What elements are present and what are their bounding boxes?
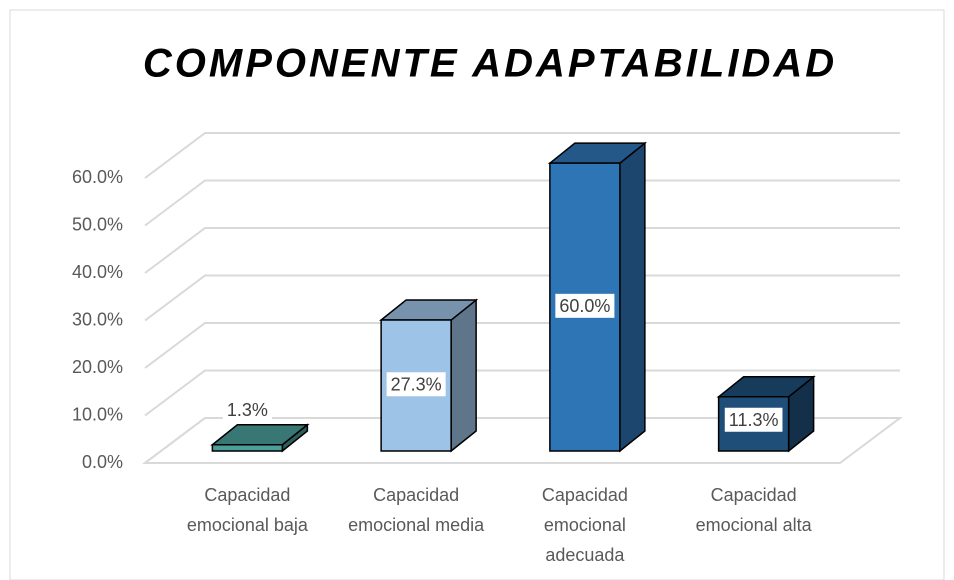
bar bbox=[210, 423, 310, 453]
y-tick-label: 10.0% bbox=[72, 404, 123, 424]
bar-side bbox=[450, 298, 477, 453]
data-label-box bbox=[555, 293, 615, 318]
grid-line bbox=[144, 132, 900, 179]
grid-line bbox=[144, 227, 900, 274]
chart-border bbox=[9, 9, 945, 580]
y-tick-label: 40.0% bbox=[72, 262, 123, 282]
y-tick-label: 60.0% bbox=[72, 167, 123, 187]
x-tick-label: Capacidad emocional adecuada bbox=[541, 485, 628, 565]
data-label: 11.3% bbox=[729, 410, 779, 430]
grid-line bbox=[144, 417, 900, 464]
grid-line bbox=[144, 322, 900, 369]
y-tick-label: 50.0% bbox=[72, 214, 123, 234]
grid-line bbox=[144, 274, 900, 322]
data-label: 27.3% bbox=[391, 374, 442, 394]
data-label: 1.3% bbox=[227, 400, 268, 420]
y-tick-label: 20.0% bbox=[72, 357, 123, 377]
grid-line bbox=[144, 179, 900, 227]
data-label-box bbox=[386, 372, 446, 397]
y-tick-label: 0.0% bbox=[82, 452, 123, 472]
bar-front bbox=[211, 444, 284, 452]
chart-title: COMPONENTE ADAPTABILIDAD bbox=[143, 42, 837, 86]
bar-side bbox=[619, 141, 646, 453]
y-tick-label: 30.0% bbox=[72, 309, 123, 329]
data-label-box bbox=[724, 407, 783, 432]
grid-line bbox=[144, 369, 900, 417]
x-tick-label: Capacidad emocional alta bbox=[695, 485, 812, 535]
data-label-box bbox=[222, 397, 272, 422]
data-label: 60.0% bbox=[559, 296, 610, 316]
x-tick-label: Capacidad emocional baja bbox=[186, 485, 308, 535]
x-tick-label: Capacidad emocional media bbox=[348, 485, 485, 535]
